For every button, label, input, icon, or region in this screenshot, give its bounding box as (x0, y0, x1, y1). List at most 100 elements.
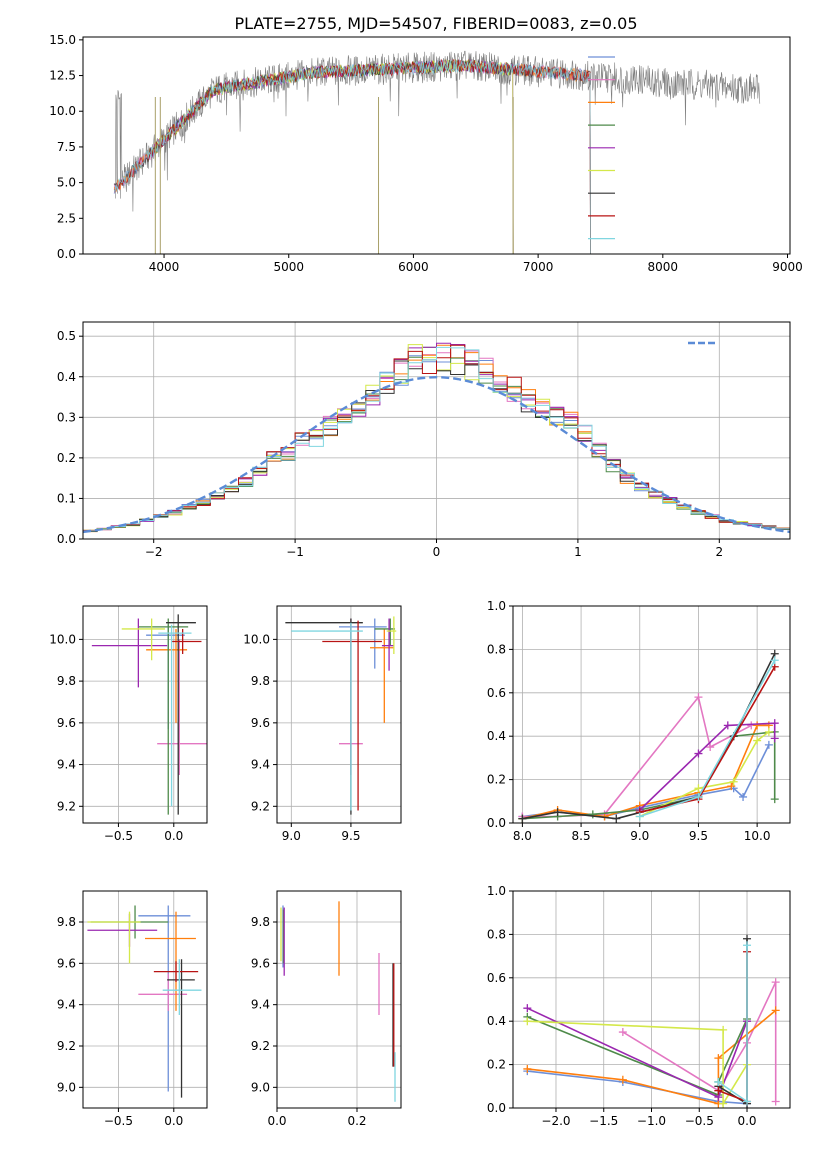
weight-marker (553, 808, 562, 817)
model-spectrum-line (151, 59, 514, 254)
y-tick-label: 0.4 (487, 1014, 506, 1028)
errorbar-point (121, 618, 165, 661)
y-tick-label: 0.4 (487, 729, 506, 743)
histogram-step (83, 346, 790, 539)
errorbar-point (87, 913, 158, 947)
errorbar-point (374, 618, 396, 646)
weight-series (635, 719, 779, 814)
errorbar-point (167, 959, 195, 1098)
figure-title: PLATE=2755, MJD=54507, FIBERID=0083, z=0… (234, 14, 637, 33)
y-tick-label: 0.6 (487, 971, 506, 985)
errorbar-point (138, 618, 189, 815)
y-tick-label: 10.0 (49, 104, 76, 118)
weight-marker (523, 1017, 532, 1026)
x-tick-label: 8.0 (513, 829, 532, 843)
model-spectrum-line (151, 58, 514, 254)
mass-vs-metallicity-panel: −0.5 0.0 9.0 9.2 9.4 9.6 9.8 (57, 890, 208, 1128)
y-tick-label: 9.2 (57, 799, 76, 813)
y-tick-label: 9.6 (251, 716, 270, 730)
weight-marker (618, 1075, 627, 1084)
y-tick-label: 0.0 (487, 1101, 506, 1115)
model-spectrum-line (113, 58, 591, 254)
weight-marker (770, 734, 779, 743)
y-tick-label: 0.2 (57, 451, 76, 465)
y-tick-label: 9.4 (57, 758, 76, 772)
x-tick-label: 1 (574, 545, 582, 559)
y-tick-label: 0.8 (487, 642, 506, 656)
model-spectrum-line (113, 59, 591, 254)
weight-marker (739, 792, 748, 801)
weight-marker (714, 1054, 723, 1063)
y-tick-label: 0.4 (57, 370, 76, 384)
x-tick-label: 0.2 (347, 1114, 366, 1128)
weight-marker (723, 721, 732, 730)
plot-area (91, 614, 207, 815)
y-tick-label: 9.6 (57, 956, 76, 970)
y-tick-label: 5.0 (57, 176, 76, 190)
x-tick-label: 9.5 (689, 829, 708, 843)
errorbar-point (158, 624, 192, 807)
plot-area (83, 342, 790, 539)
weight-marker (518, 814, 527, 823)
weight-line (527, 1020, 748, 1107)
x-tick-label: −1.5 (589, 1114, 618, 1128)
weight-series (518, 693, 756, 821)
y-tick-label: 9.2 (251, 799, 270, 813)
x-tick-label: 0.0 (164, 829, 183, 843)
weight-marker (743, 941, 752, 950)
weight-marker (770, 719, 779, 728)
y-tick-label: 0.0 (57, 247, 76, 261)
y-tick-label: 1.0 (487, 599, 506, 613)
weight-marker (753, 736, 762, 745)
errorbar-point (386, 616, 397, 654)
x-tick-label: −1.0 (637, 1114, 666, 1128)
y-tick-label: 9.6 (251, 956, 270, 970)
errorbar-point (153, 961, 199, 982)
model-spectrum-line (113, 59, 591, 254)
axes-frame (82, 605, 208, 824)
errorbar-point (87, 911, 141, 964)
weight-marker (523, 1004, 532, 1013)
x-tick-label: −0.5 (685, 1114, 714, 1128)
y-tick-label: 9.0 (57, 1080, 76, 1094)
y-tick-label: 0.6 (487, 686, 506, 700)
axes-frame (82, 890, 208, 1109)
weight-marker (694, 749, 703, 758)
weight-series (523, 1006, 780, 1108)
weight-series (714, 941, 752, 1106)
y-tick-label: 9.8 (251, 915, 270, 929)
weight-marker (523, 1064, 532, 1073)
weight-marker (612, 814, 621, 823)
x-tick-label: 8000 (648, 260, 679, 274)
weight-marker (706, 743, 715, 752)
weight-marker (771, 1006, 780, 1015)
weight-series (635, 656, 779, 821)
x-tick-label: −0.5 (104, 829, 133, 843)
model-spectrum-line (113, 58, 591, 254)
y-tick-label: 0.0 (487, 816, 506, 830)
errorbar-point (166, 614, 196, 815)
spectrum-panel: 4000 5000 6000 7000 8000 9000 0.0 2.5 5.0 7.5 10.0… (49, 33, 802, 274)
y-tick-label: 15.0 (49, 33, 76, 47)
y-tick-label: 1.0 (487, 884, 506, 898)
x-tick-label: 6000 (398, 260, 429, 274)
y-tick-label: 9.4 (251, 998, 270, 1012)
weight-marker (753, 721, 762, 730)
axes-frame (276, 605, 402, 824)
weight-marker (719, 1025, 728, 1034)
y-tick-label: 0.5 (57, 329, 76, 343)
weight-line (522, 724, 769, 820)
data-spectrum-line (115, 50, 761, 212)
x-tick-label: −2.0 (541, 1114, 570, 1128)
x-tick-label: 9.0 (630, 829, 649, 843)
residual-histogram-panel: −2 −1 0 1 2 0.0 0.1 0.2 0.3 0.4 0.5 (57, 321, 791, 559)
x-tick-label: 0.0 (737, 1114, 756, 1128)
weight-marker (764, 727, 773, 736)
weight-marker (694, 784, 703, 793)
x-tick-label: 5000 (273, 260, 304, 274)
x-tick-label: 8.5 (572, 829, 591, 843)
y-tick-label: 12.5 (49, 69, 76, 83)
y-tick-label: 9.8 (57, 915, 76, 929)
errorbar-point (291, 622, 363, 811)
y-tick-label: 10.0 (49, 632, 76, 646)
